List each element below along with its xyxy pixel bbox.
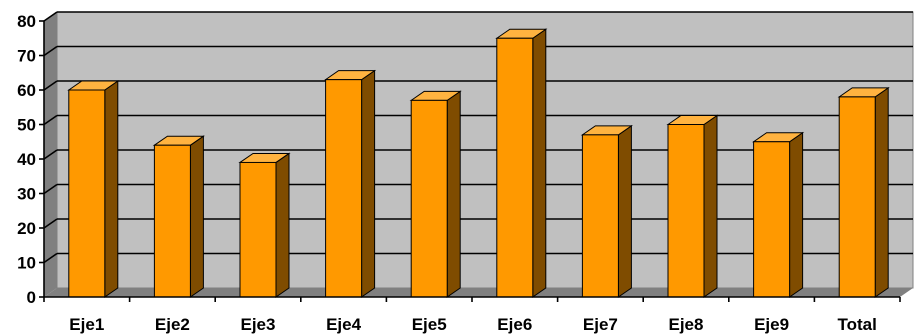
gridline-side xyxy=(43,11,58,22)
bar-side xyxy=(532,28,547,298)
bar xyxy=(67,80,120,298)
bar xyxy=(495,28,548,298)
y-tick-label: 20 xyxy=(17,219,36,238)
bar-side xyxy=(617,124,632,298)
bar-front xyxy=(325,79,363,298)
bar-front xyxy=(496,37,534,298)
bar xyxy=(152,135,206,298)
x-tick-label: Eje5 xyxy=(412,315,447,334)
gridline-side xyxy=(43,218,58,229)
x-tick-label: Eje3 xyxy=(241,315,276,334)
bar xyxy=(751,131,805,298)
bar-front xyxy=(68,89,106,298)
bar-side xyxy=(703,114,718,298)
x-tick-labels: Eje1 Eje2 Eje3 Eje4 Eje5 Eje6 Eje7 Eje8 Eje9 Tota… xyxy=(69,315,877,334)
bar-front xyxy=(239,161,277,298)
x-tick-label: Eje9 xyxy=(754,315,789,334)
gridline-side xyxy=(43,114,58,126)
bar-side xyxy=(189,135,204,298)
bar-front xyxy=(153,144,191,298)
x-tick-label: Eje2 xyxy=(155,315,190,334)
gridline-side xyxy=(43,183,58,195)
y-tick-label: 50 xyxy=(17,116,36,135)
x-tick-label: Eje1 xyxy=(69,315,104,334)
bar xyxy=(323,69,377,298)
y-tick-labels: 0 10 20 30 40 50 60 70 80 xyxy=(17,12,36,307)
bar-side xyxy=(446,90,461,298)
bar xyxy=(580,124,634,298)
gridline-side xyxy=(43,80,58,91)
y-tick-label: 10 xyxy=(17,254,36,273)
bar-side xyxy=(361,69,376,298)
x-tick-label: Eje7 xyxy=(583,315,618,334)
bar-front xyxy=(581,134,619,298)
x-tick-label: Eje8 xyxy=(669,315,704,334)
y-tick-label: 80 xyxy=(17,12,36,31)
y-tick-label: 70 xyxy=(17,47,36,66)
bar-front xyxy=(410,99,448,298)
gridline-side xyxy=(43,45,58,57)
y-tick-label: 60 xyxy=(17,81,36,100)
bar xyxy=(409,90,462,298)
y-tick-label: 40 xyxy=(17,150,36,169)
bar-side xyxy=(275,152,290,298)
x-tick-label: Eje4 xyxy=(326,315,362,334)
bars xyxy=(67,28,890,298)
bar xyxy=(666,114,719,298)
gridline-side xyxy=(43,252,58,264)
bar-front xyxy=(667,124,705,298)
x-tick-label: Eje6 xyxy=(497,315,532,334)
y-tick-label: 30 xyxy=(17,185,36,204)
bar-front xyxy=(838,96,876,298)
bar xyxy=(837,86,890,298)
y-tick-label: 0 xyxy=(27,288,36,307)
bar xyxy=(238,152,291,298)
bar-front xyxy=(753,141,791,298)
gridline-side xyxy=(43,149,58,160)
axes xyxy=(39,20,901,302)
bar-side xyxy=(104,80,119,298)
bar-side xyxy=(874,86,889,298)
x-tick-label: Total xyxy=(838,315,877,334)
bar-side xyxy=(789,131,804,298)
